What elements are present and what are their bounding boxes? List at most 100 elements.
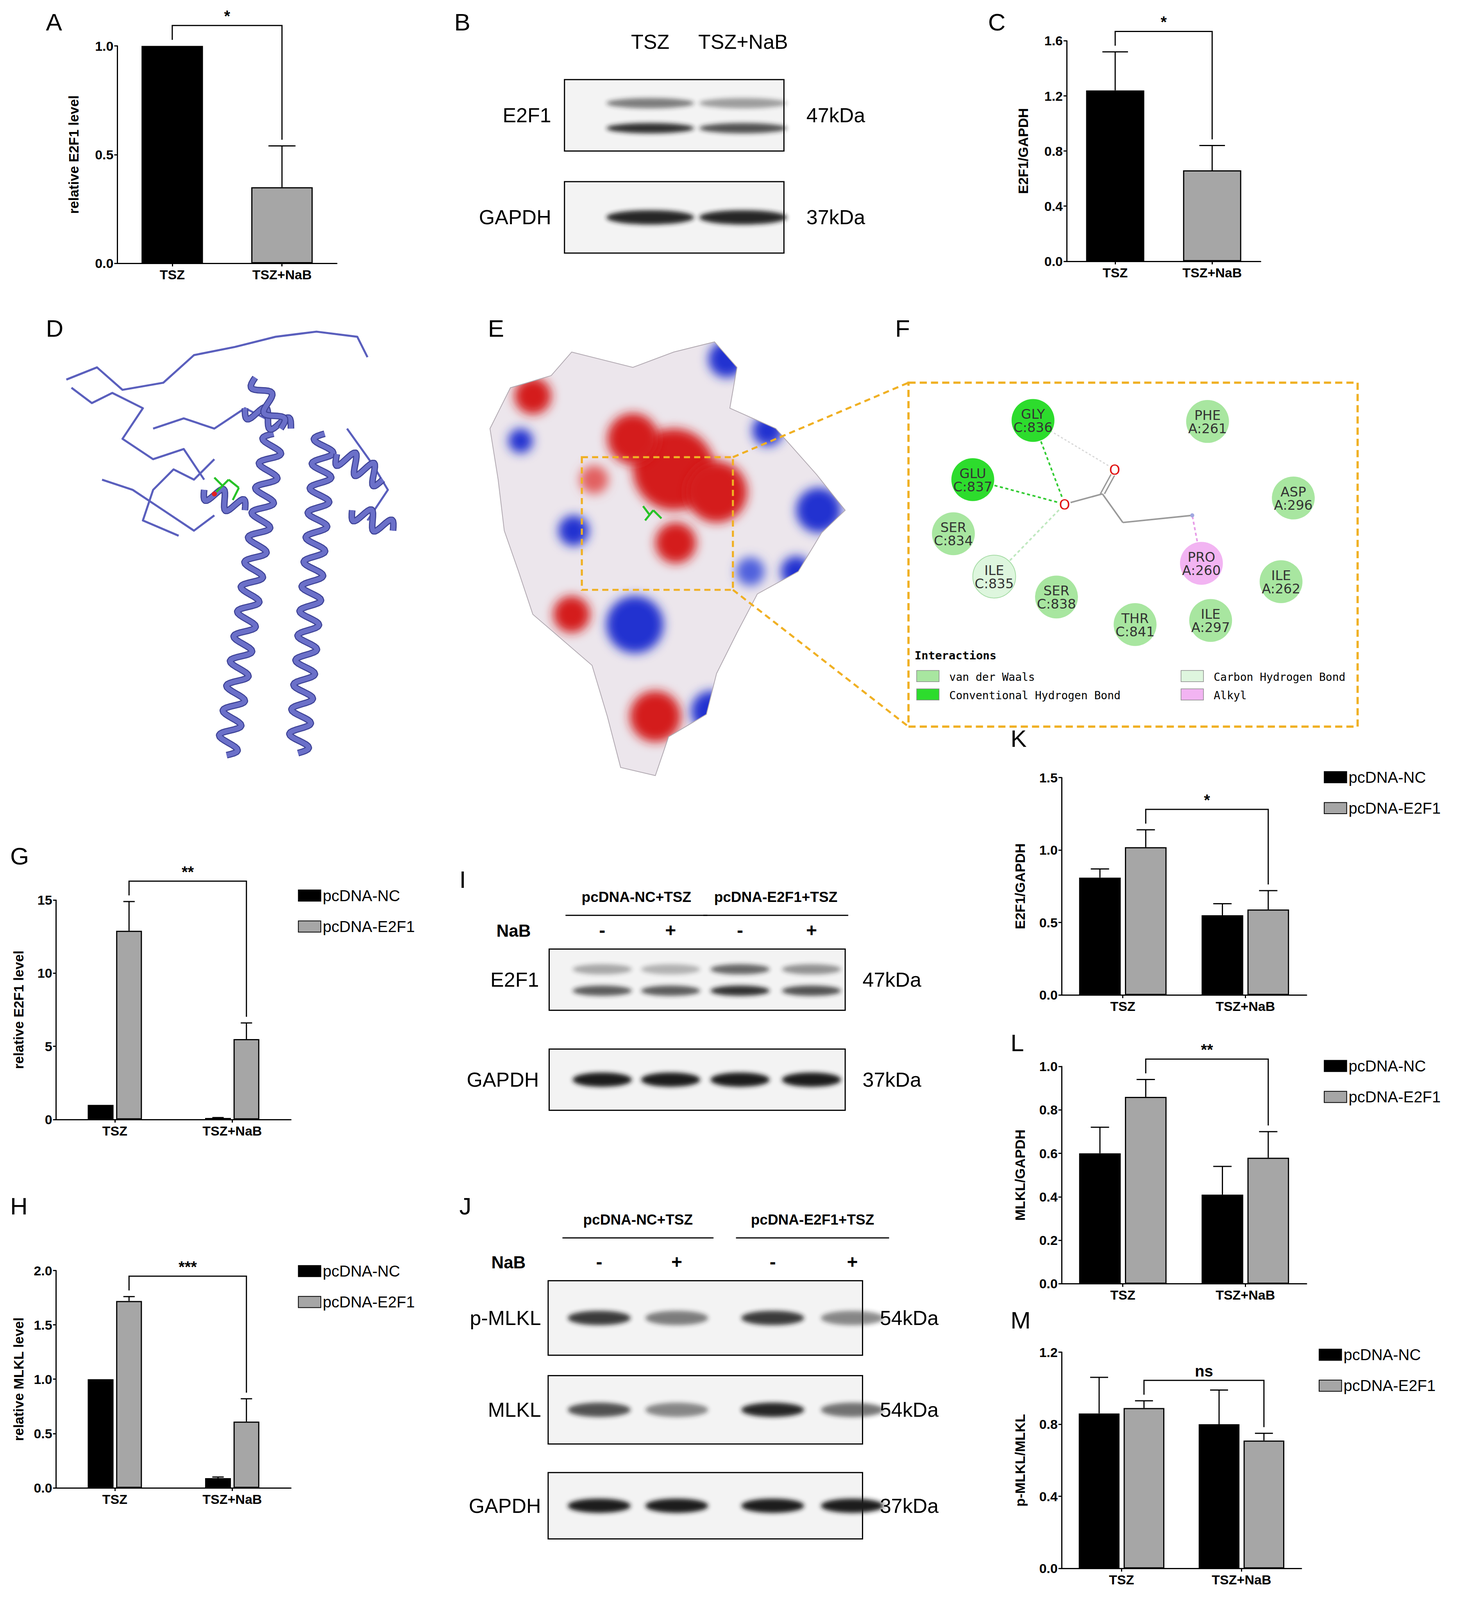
svg-text:Conventional Hydrogen Bond: Conventional Hydrogen Bond [949,689,1121,703]
svg-text:0.2: 0.2 [1039,1233,1058,1248]
svg-text:C:836: C:836 [1013,419,1053,436]
svg-text:5: 5 [44,1039,53,1055]
svg-text:C:841: C:841 [1115,623,1155,640]
svg-text:+: + [806,920,818,941]
svg-text:p-MLKL: p-MLKL [470,1306,542,1330]
svg-text:TSZ+NaB: TSZ+NaB [1215,999,1275,1014]
svg-text:D: D [46,314,64,342]
svg-text:THR: THR [1121,610,1149,627]
svg-text:37kDa: 37kDa [862,1068,922,1092]
svg-text:TSZ+NaB: TSZ+NaB [1215,1287,1275,1303]
svg-text:A:262: A:262 [1261,581,1301,597]
svg-text:1.6: 1.6 [1044,33,1063,49]
svg-text:Alkyl: Alkyl [1213,689,1247,703]
svg-text:NaB: NaB [496,921,531,941]
svg-text:0.0: 0.0 [94,255,114,271]
svg-text:ILE: ILE [1271,567,1291,584]
svg-text:pcDNA-NC: pcDNA-NC [1348,1057,1427,1075]
svg-text:H: H [10,1192,28,1220]
svg-text:A:297: A:297 [1191,619,1231,636]
svg-text:O: O [1059,496,1071,513]
svg-text:M: M [1010,1306,1031,1334]
svg-text:C:834: C:834 [933,532,973,549]
svg-text:*: * [1160,13,1167,31]
svg-text:relative E2F1 level: relative E2F1 level [66,95,82,215]
svg-text:0.8: 0.8 [1039,1417,1058,1433]
svg-text:K: K [1010,725,1027,753]
svg-text:pcDNA-NC: pcDNA-NC [1343,1346,1422,1364]
svg-text:0.5: 0.5 [33,1426,52,1442]
svg-text:NaB: NaB [491,1253,526,1273]
svg-text:1.0: 1.0 [33,1372,52,1388]
svg-text:0.0: 0.0 [1039,987,1058,1003]
svg-text:TSZ: TSZ [102,1492,128,1508]
svg-text:GAPDH: GAPDH [479,205,552,229]
svg-text:MLKL/GAPDH: MLKL/GAPDH [1012,1129,1028,1222]
svg-text:pcDNA-E2F1: pcDNA-E2F1 [1348,1088,1442,1106]
svg-text:1.0: 1.0 [1039,842,1058,858]
svg-text:GAPDH: GAPDH [468,1494,542,1518]
svg-text:TSZ+NaB: TSZ+NaB [252,267,312,283]
svg-text:TSZ: TSZ [159,267,185,283]
svg-text:Interactions: Interactions [914,649,997,663]
svg-text:TSZ+NaB: TSZ+NaB [202,1123,262,1139]
svg-text:37kDa: 37kDa [879,1494,939,1518]
svg-text:pcDNA-E2F1: pcDNA-E2F1 [322,918,415,936]
svg-text:0: 0 [44,1112,53,1128]
svg-text:C: C [988,8,1006,36]
svg-text:I: I [459,866,467,894]
svg-text:0.4: 0.4 [1039,1489,1058,1505]
svg-text:PRO: PRO [1187,549,1216,565]
svg-text:+: + [846,1251,858,1273]
svg-text:E2F1: E2F1 [490,968,539,992]
svg-text:0.5: 0.5 [94,147,114,163]
svg-text:MLKL: MLKL [488,1398,542,1422]
svg-text:Carbon Hydrogen Bond: Carbon Hydrogen Bond [1213,670,1346,684]
svg-text:0.0: 0.0 [1044,253,1063,269]
svg-text:A:261: A:261 [1188,420,1227,437]
svg-text:A: A [46,8,63,36]
svg-text:+: + [665,920,676,941]
svg-text:-: - [736,920,744,941]
svg-text:B: B [454,8,471,36]
svg-text:pcDNA-E2F1+TSZ: pcDNA-E2F1+TSZ [714,889,838,906]
svg-text:1.5: 1.5 [1039,770,1058,786]
svg-text:GLY: GLY [1020,406,1046,422]
svg-text:pcDNA-E2F1: pcDNA-E2F1 [322,1293,415,1311]
svg-text:47kDa: 47kDa [862,968,922,992]
svg-text:1.2: 1.2 [1044,88,1063,104]
svg-text:E2F1/GAPDH: E2F1/GAPDH [1012,843,1028,930]
svg-text:J: J [459,1192,472,1220]
svg-text:TSZ+NaB: TSZ+NaB [1211,1572,1272,1588]
svg-text:G: G [10,842,29,870]
svg-text:TSZ: TSZ [1108,1572,1134,1588]
svg-text:TSZ: TSZ [1102,265,1128,281]
svg-text:C:837: C:837 [953,479,993,495]
svg-text:0.4: 0.4 [1039,1189,1058,1205]
svg-text:1.2: 1.2 [1039,1345,1058,1361]
svg-text:p-MLKL/MLKL: p-MLKL/MLKL [1012,1414,1028,1508]
svg-text:pcDNA-E2F1: pcDNA-E2F1 [1343,1377,1436,1395]
svg-text:54kDa: 54kDa [879,1306,939,1330]
svg-text:A:296: A:296 [1273,497,1313,514]
svg-text:ASP: ASP [1280,484,1306,500]
svg-text:pcDNA-NC: pcDNA-NC [322,1262,401,1281]
svg-text:E2F1: E2F1 [502,103,551,127]
svg-text:-: - [769,1251,776,1273]
svg-text:pcDNA-NC+TSZ: pcDNA-NC+TSZ [581,889,692,906]
svg-text:2.0: 2.0 [33,1263,52,1279]
svg-text:pcDNA-E2F1: pcDNA-E2F1 [1348,799,1442,818]
svg-text:10: 10 [37,965,53,981]
svg-text:-: - [596,1251,603,1273]
svg-text:pcDNA-NC: pcDNA-NC [322,887,401,905]
svg-text:relative MLKL level: relative MLKL level [10,1317,27,1442]
svg-text:A:260: A:260 [1181,562,1221,579]
svg-text:pcDNA-NC+TSZ: pcDNA-NC+TSZ [582,1212,693,1229]
svg-text:F: F [895,314,911,342]
svg-text:GLU: GLU [959,465,986,482]
svg-text:TSZ: TSZ [1110,1287,1136,1303]
svg-text:0.0: 0.0 [33,1480,52,1496]
svg-text:C:838: C:838 [1036,596,1077,612]
svg-text:TSZ: TSZ [102,1123,128,1139]
svg-text:0.8: 0.8 [1039,1102,1058,1118]
